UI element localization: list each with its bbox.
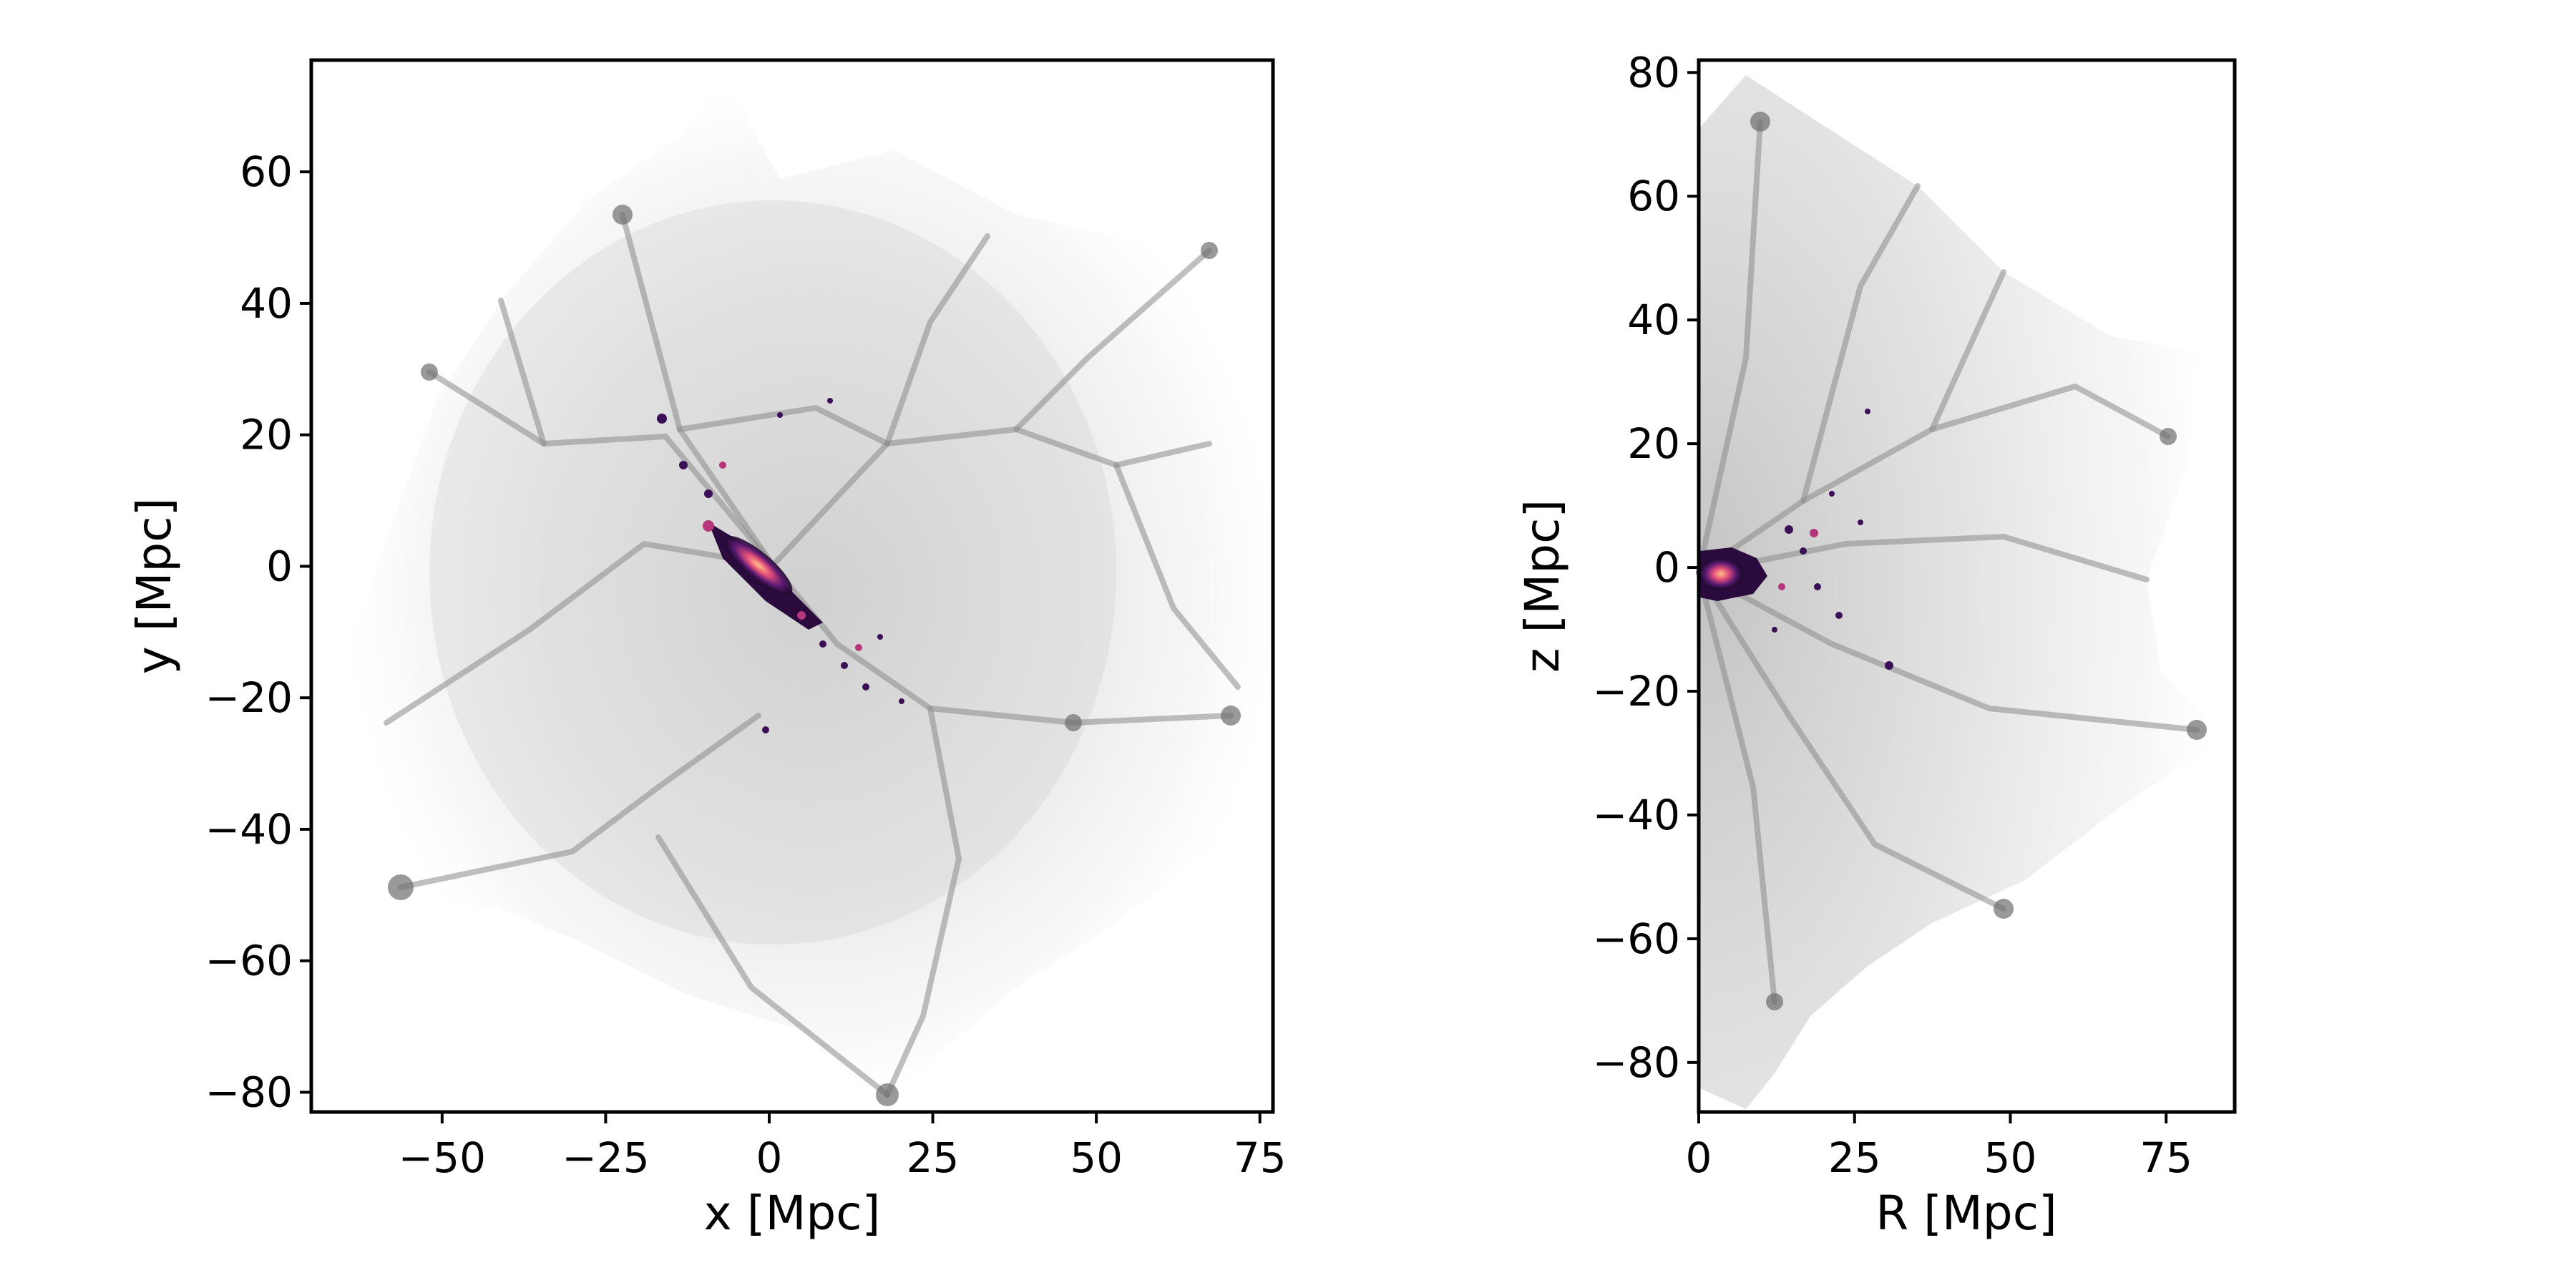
filaments-xy [384, 212, 1241, 1098]
x-tick-label: −25 [562, 1133, 649, 1182]
x-tick-label: 50 [1070, 1133, 1123, 1182]
density-map-rz [1696, 75, 2225, 1109]
axes-frame-xy [309, 58, 1275, 1114]
y-tick-label: 20 [1627, 419, 1680, 468]
x-axis-ticks-rz: 0 25 50 75 [1686, 1112, 2192, 1182]
y-tick-label: −20 [1593, 667, 1680, 716]
x-tick-label: 0 [1686, 1133, 1712, 1182]
y-axis-label-rz: z [Mpc] [1515, 499, 1570, 673]
y-tick-label: 20 [240, 411, 293, 459]
x-tick-label: 50 [1984, 1133, 2037, 1182]
x-tick-label: 0 [756, 1133, 783, 1182]
y-tick-label: 80 [1627, 48, 1680, 97]
y-tick-label: −60 [1593, 914, 1680, 963]
y-tick-label: 0 [266, 542, 293, 590]
density-map-xy [343, 75, 1281, 1109]
axes-frame-rz [1697, 58, 2237, 1114]
y-tick-label: −40 [1593, 791, 1680, 839]
y-tick-label: −20 [205, 673, 293, 722]
y-tick-label: 40 [1627, 296, 1680, 344]
x-axis-ticks-xy: −50 −25 0 25 50 75 [399, 1112, 1287, 1182]
panel-xy: −50 −25 0 25 50 75 60 40 20 0 −20 −40 −60 −80 x [Mpc… [127, 58, 1287, 1241]
y-axis-ticks-rz: 80 60 40 20 0 −20 −40 −60 −80 [1593, 48, 1699, 1087]
x-tick-label: 25 [1828, 1133, 1881, 1182]
y-tick-label: −40 [205, 805, 293, 854]
y-tick-label: 40 [240, 279, 293, 328]
x-tick-label: 75 [1234, 1133, 1287, 1182]
y-axis-label-xy: y [Mpc] [127, 498, 182, 675]
dense-core-rz [1699, 409, 1893, 670]
x-tick-label: −50 [399, 1133, 486, 1182]
x-tick-label: 75 [2140, 1133, 2192, 1182]
panel-rz: 0 25 50 75 80 60 40 20 0 −20 −40 −60 −80 R [Mpc] z … [1515, 48, 2237, 1241]
y-tick-label: −60 [205, 937, 293, 985]
y-tick-label: 60 [1627, 172, 1680, 220]
density-envelope [1699, 75, 2225, 1109]
x-axis-label-rz: R [Mpc] [1875, 1186, 2057, 1241]
x-axis-label-xy: x [Mpc] [704, 1186, 881, 1241]
y-tick-label: 0 [1654, 543, 1680, 592]
y-axis-ticks-xy: 60 40 20 0 −20 −40 −60 −80 [205, 147, 311, 1116]
dense-core-xy [657, 398, 904, 733]
y-tick-label: −80 [1593, 1038, 1680, 1087]
x-tick-label: 25 [907, 1133, 960, 1182]
filaments-rz [1696, 119, 2200, 1005]
y-tick-label: 60 [240, 147, 293, 196]
y-tick-label: −80 [205, 1068, 293, 1116]
